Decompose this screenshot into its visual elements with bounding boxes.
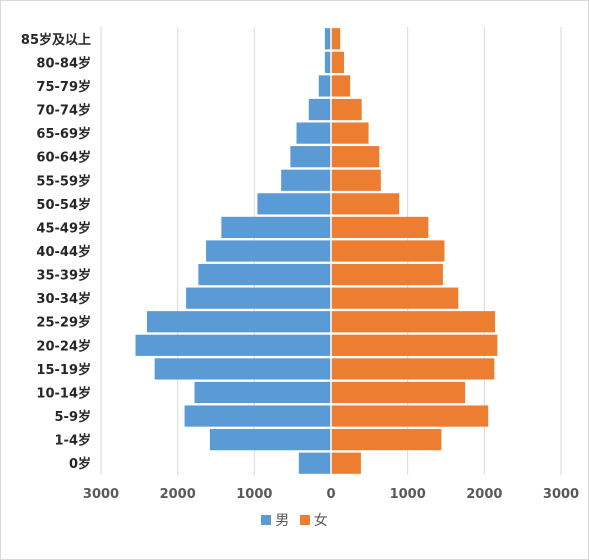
value-axis-labels: 3000 2000 1000 0 1000 2000 3000 <box>83 487 579 502</box>
bar-female <box>331 287 459 309</box>
bar-female <box>331 240 445 262</box>
category-label: 20-24岁 <box>36 338 91 354</box>
category-label: 70-74岁 <box>36 103 91 119</box>
bar-male <box>186 287 331 309</box>
bar-male <box>184 405 331 427</box>
bar-male <box>281 169 331 191</box>
legend-label-male: 男 <box>275 513 290 529</box>
category-label: 10-14岁 <box>36 385 91 401</box>
bar-female <box>331 405 489 427</box>
category-label: 50-54岁 <box>36 197 91 213</box>
x-tick-label: 1000 <box>236 487 272 502</box>
bar-female <box>331 75 351 97</box>
bar-female <box>331 28 341 50</box>
category-label: 85岁及以上 <box>21 32 91 48</box>
category-label: 75-79岁 <box>36 79 91 95</box>
bar-female <box>331 311 496 333</box>
x-tick-label: 2000 <box>160 487 196 502</box>
bar-female <box>331 381 466 404</box>
bar-female <box>331 358 495 380</box>
bar-female <box>331 122 369 144</box>
population-pyramid-chart: 0岁 1-4岁 5-9岁 10-14岁 15-19岁 20-24岁 25-29岁 30-34岁… <box>21 27 579 502</box>
legend: 男 女 <box>0 510 589 530</box>
bar-male <box>147 311 331 333</box>
bar-male <box>290 146 331 168</box>
bar-male <box>324 28 331 50</box>
bar-male <box>308 98 331 121</box>
bar-female <box>331 193 400 215</box>
legend-label-female: 女 <box>313 513 328 529</box>
category-label: 35-39岁 <box>36 268 91 284</box>
bar-female <box>331 146 380 168</box>
x-tick-label: 0 <box>326 487 335 502</box>
legend-swatch-female <box>299 515 310 525</box>
bar-female <box>331 452 361 474</box>
bar-female <box>331 169 381 191</box>
category-label: 65-69岁 <box>36 126 91 142</box>
bar-female <box>331 51 345 73</box>
bar-male <box>318 75 331 97</box>
x-tick-label: 3000 <box>543 487 579 502</box>
x-tick-label: 3000 <box>83 487 119 502</box>
x-tick-label: 2000 <box>466 487 502 502</box>
bar-male <box>298 452 331 474</box>
bar-female <box>331 429 442 451</box>
category-label: 25-29岁 <box>36 315 91 331</box>
legend-swatch-male <box>261 515 272 525</box>
category-label: 5-9岁 <box>55 409 92 425</box>
category-label: 55-59岁 <box>36 173 91 189</box>
category-label: 40-44岁 <box>36 244 91 260</box>
x-tick-label: 1000 <box>390 487 426 502</box>
bar-female <box>331 216 429 239</box>
bar-male <box>135 334 331 356</box>
category-label: 80-84岁 <box>36 55 91 71</box>
bar-female <box>331 263 443 286</box>
bar-female <box>331 98 362 121</box>
category-label: 60-64岁 <box>36 150 91 166</box>
bar-male <box>296 122 331 144</box>
legend-item-female: 女 <box>299 510 328 530</box>
category-label: 1-4岁 <box>55 433 92 449</box>
bar-male <box>221 216 331 239</box>
bar-male <box>324 51 331 73</box>
bar-male <box>206 240 331 262</box>
category-axis-labels: 0岁 1-4岁 5-9岁 10-14岁 15-19岁 20-24岁 25-29岁 30-34岁… <box>21 32 91 472</box>
bar-male <box>257 193 331 215</box>
bar-male <box>154 358 331 380</box>
category-label: 45-49岁 <box>36 220 91 236</box>
bar-male <box>198 263 331 286</box>
category-label: 0岁 <box>69 456 91 472</box>
bar-male <box>194 381 331 404</box>
category-label: 15-19岁 <box>36 362 91 378</box>
bar-male <box>209 429 331 451</box>
bar-female <box>331 334 498 356</box>
bars <box>135 27 498 475</box>
category-label: 30-34岁 <box>36 291 91 307</box>
legend-item-male: 男 <box>261 510 289 530</box>
gridlines <box>100 27 562 475</box>
